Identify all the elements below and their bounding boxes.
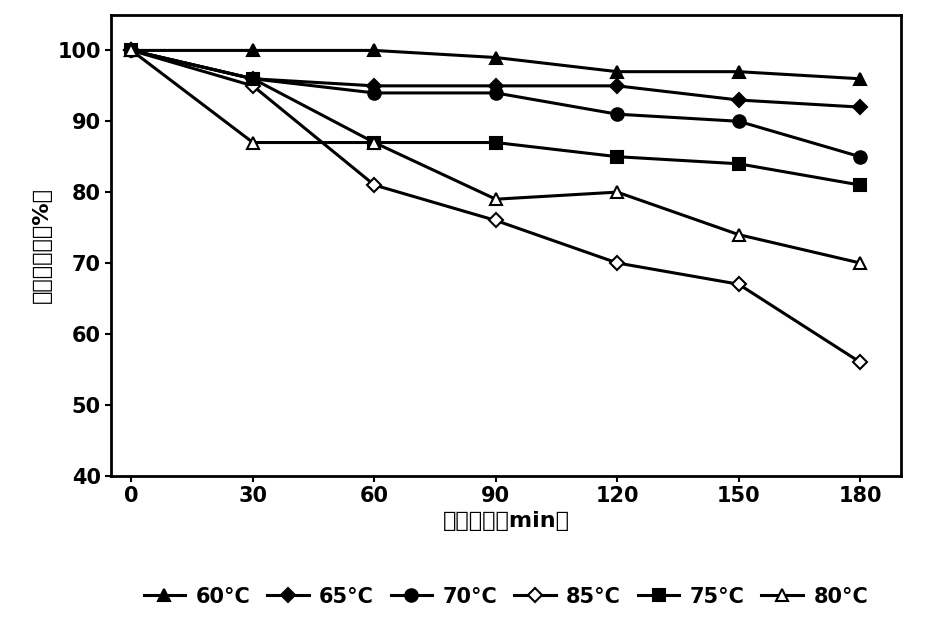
70°C (490, 89, 502, 97)
80°C (126, 47, 137, 55)
70°C (248, 75, 259, 82)
75°C (248, 75, 259, 82)
60°C (369, 47, 380, 55)
80°C (855, 259, 866, 267)
80°C (490, 195, 502, 203)
80°C (612, 188, 623, 196)
80°C (248, 139, 259, 146)
65°C (855, 103, 866, 111)
65°C (733, 96, 744, 104)
85°C (248, 82, 259, 89)
60°C (733, 68, 744, 75)
85°C (733, 280, 744, 288)
70°C (855, 153, 866, 160)
85°C (612, 259, 623, 267)
70°C (369, 89, 380, 97)
Line: 70°C: 70°C (125, 44, 867, 163)
65°C (369, 82, 380, 89)
85°C (855, 358, 866, 366)
60°C (248, 47, 259, 55)
80°C (369, 139, 380, 146)
Y-axis label: 酶活保存率（%）: 酶活保存率（%） (32, 187, 52, 303)
Line: 80°C: 80°C (125, 44, 867, 269)
60°C (612, 68, 623, 75)
75°C (733, 160, 744, 167)
80°C (733, 231, 744, 238)
65°C (612, 82, 623, 89)
Line: 60°C: 60°C (125, 44, 867, 85)
75°C (855, 181, 866, 189)
Line: 75°C: 75°C (125, 44, 867, 191)
75°C (490, 139, 502, 146)
60°C (490, 54, 502, 61)
X-axis label: 处理时间（min）: 处理时间（min） (442, 512, 569, 531)
Line: 85°C: 85°C (127, 46, 865, 367)
85°C (369, 181, 380, 189)
65°C (126, 47, 137, 55)
65°C (490, 82, 502, 89)
Line: 65°C: 65°C (127, 46, 865, 112)
85°C (126, 47, 137, 55)
60°C (126, 47, 137, 55)
75°C (126, 47, 137, 55)
Legend: 60°C, 65°C, 70°C, 85°C, 75°C, 80°C: 60°C, 65°C, 70°C, 85°C, 75°C, 80°C (135, 578, 877, 615)
60°C (855, 75, 866, 82)
65°C (248, 75, 259, 82)
75°C (369, 139, 380, 146)
75°C (612, 153, 623, 160)
70°C (612, 110, 623, 118)
70°C (733, 117, 744, 125)
70°C (126, 47, 137, 55)
85°C (490, 217, 502, 224)
